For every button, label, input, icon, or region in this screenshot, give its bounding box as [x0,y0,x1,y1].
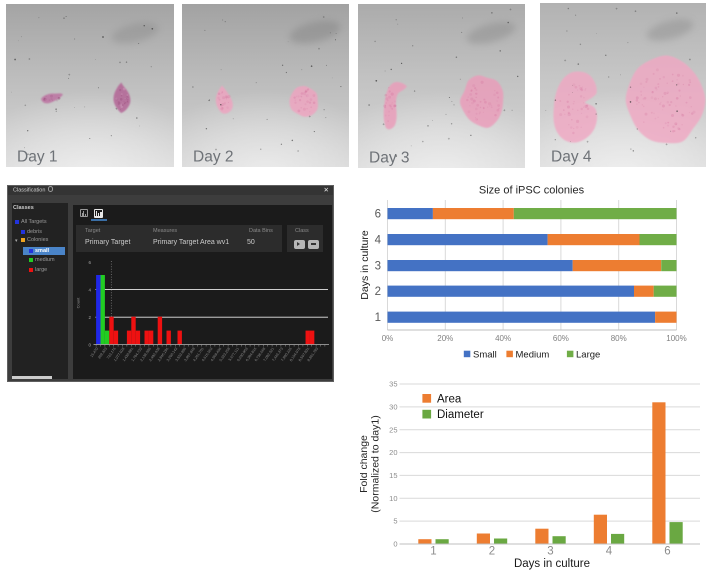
svg-text:0: 0 [88,343,91,348]
svg-text:4: 4 [88,287,91,292]
svg-text:10: 10 [389,494,397,503]
svg-text:Day 4: Day 4 [551,149,592,166]
svg-text:80%: 80% [611,334,627,343]
svg-text:Day 1: Day 1 [17,149,58,166]
svg-text:6: 6 [88,260,91,265]
svg-text:40%: 40% [495,334,511,343]
svg-text:6: 6 [375,209,381,221]
svg-text:Size of iPSC colonies: Size of iPSC colonies [479,185,585,197]
svg-text:(Normalized to day1): (Normalized to day1) [370,415,382,512]
svg-text:2: 2 [375,286,381,298]
svg-text:30: 30 [389,403,397,412]
svg-text:0: 0 [393,540,397,549]
svg-text:20%: 20% [437,334,453,343]
svg-text:Days in culture: Days in culture [514,558,590,570]
svg-text:Day 2: Day 2 [193,149,234,166]
svg-text:Small: Small [473,350,497,361]
svg-text:4: 4 [606,546,613,558]
svg-text:60%: 60% [553,334,569,343]
svg-text:1: 1 [375,312,381,324]
svg-text:20: 20 [389,448,397,457]
svg-text:3: 3 [547,546,553,558]
svg-text:Days in culture: Days in culture [360,230,371,300]
svg-text:Count: Count [76,297,81,309]
svg-text:Fold change: Fold change [360,435,370,493]
svg-text:4: 4 [375,235,382,247]
svg-text:Medium: Medium [516,350,550,361]
svg-text:Diameter: Diameter [437,409,484,421]
svg-text:2: 2 [489,546,495,558]
svg-text:369,323: 369,323 [97,347,108,360]
svg-text:100%: 100% [666,334,686,343]
svg-text:Day 3: Day 3 [369,150,410,167]
svg-text:35: 35 [389,380,397,389]
svg-text:6: 6 [664,546,670,558]
svg-text:5: 5 [393,517,397,526]
svg-text:1: 1 [430,546,436,558]
svg-text:Large: Large [576,350,600,361]
svg-text:25: 25 [389,425,397,434]
svg-text:2: 2 [88,315,91,320]
svg-text:723,176: 723,176 [106,347,117,360]
svg-text:0%: 0% [382,334,394,343]
svg-text:3: 3 [375,261,381,273]
svg-text:Area: Area [437,393,462,405]
svg-text:15: 15 [389,471,397,480]
svg-text:15,470: 15,470 [90,347,100,358]
